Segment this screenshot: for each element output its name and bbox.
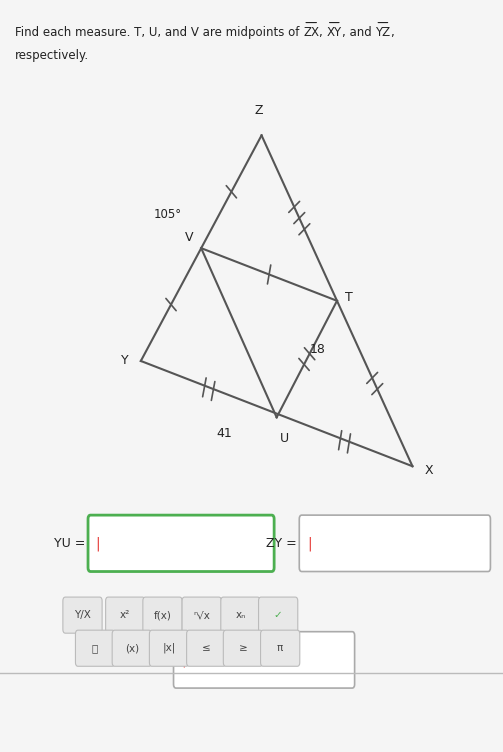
FancyBboxPatch shape [182,597,221,633]
FancyBboxPatch shape [143,597,182,633]
FancyBboxPatch shape [223,630,263,666]
Text: f(x): f(x) [153,610,172,620]
Text: Z: Z [255,104,263,117]
Text: V: V [185,232,194,244]
FancyBboxPatch shape [88,515,274,572]
Text: Y: Y [121,354,128,368]
FancyBboxPatch shape [63,597,102,633]
FancyBboxPatch shape [75,630,115,666]
Text: 🗑: 🗑 [92,643,98,653]
Text: 41: 41 [216,427,232,440]
Text: ≤: ≤ [202,643,211,653]
Text: , and: , and [342,26,375,39]
FancyBboxPatch shape [149,630,189,666]
Text: respectively.: respectively. [15,49,89,62]
Text: ,: , [319,26,327,39]
FancyBboxPatch shape [174,632,355,688]
Text: |: | [307,536,311,550]
FancyBboxPatch shape [299,515,490,572]
Text: Y/X: Y/X [74,610,91,620]
Text: ZY =: ZY = [266,537,297,550]
Text: |: | [96,536,100,550]
Text: (x): (x) [125,643,139,653]
Text: X: X [425,463,434,477]
Text: ≥: ≥ [238,643,247,653]
FancyBboxPatch shape [259,597,298,633]
Text: x²: x² [120,610,130,620]
Text: U: U [280,432,289,445]
Text: |x|: |x| [162,643,176,653]
Text: 105°: 105° [153,208,182,221]
Text: ✓: ✓ [274,610,283,620]
Text: ,: , [390,26,394,39]
Text: YZ: YZ [375,26,390,39]
Text: XY: XY [327,26,342,39]
Text: YU =: YU = [54,537,86,550]
Text: ⁿ√x: ⁿ√x [193,610,210,620]
Text: ZX: ZX [303,26,319,39]
Text: T: T [345,290,352,304]
FancyBboxPatch shape [106,597,145,633]
Text: 18: 18 [309,343,325,356]
FancyBboxPatch shape [187,630,226,666]
Text: Find each measure. T, U, and V are midpoints of: Find each measure. T, U, and V are midpo… [15,26,303,39]
Text: xₙ: xₙ [235,610,245,620]
FancyBboxPatch shape [112,630,151,666]
Text: |: | [181,653,186,667]
FancyBboxPatch shape [261,630,300,666]
Text: VT =: VT = [140,653,171,666]
FancyBboxPatch shape [221,597,260,633]
Text: π: π [277,643,283,653]
